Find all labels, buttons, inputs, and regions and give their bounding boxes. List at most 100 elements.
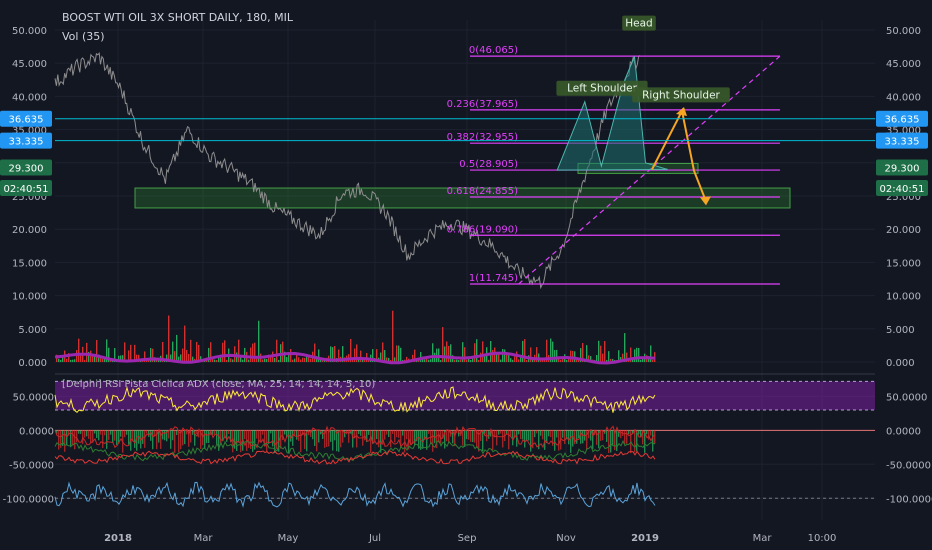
- oscillator-histogram-bar: [254, 430, 256, 450]
- volume-bar: [352, 358, 354, 363]
- volume-bar: [498, 352, 500, 363]
- price-badges[interactable]: 36.635 36.635 33.335 33.335 29.300 29.300 02:4…: [0, 110, 928, 197]
- volume-bar: [474, 343, 476, 363]
- price-badge-left[interactable]: 02:40:51: [0, 180, 52, 197]
- volume-bar: [70, 359, 72, 363]
- oscillator-histogram-bar: [614, 430, 616, 451]
- volume-bar: [612, 358, 614, 363]
- head-and-shoulders-pattern: Head Left Shoulder Right Shoulder: [556, 15, 730, 206]
- volume-bar: [382, 342, 384, 363]
- volume-bar: [532, 358, 534, 363]
- oscillator-histogram-bar: [64, 430, 66, 452]
- oscillator-histogram-bar: [570, 430, 572, 453]
- volume-bar: [464, 347, 466, 363]
- oscillator-histogram-bar: [628, 430, 630, 435]
- volume-bar: [468, 356, 470, 363]
- price-badge-right[interactable]: 33.335: [876, 132, 928, 149]
- volume-bar: [96, 339, 98, 363]
- oscillator-histogram-bar: [554, 430, 556, 451]
- oscillator-histogram-bar: [546, 430, 548, 444]
- oscillator-histogram-bar: [538, 430, 540, 450]
- oscillator-red-line: [54, 425, 656, 449]
- oscillator-histogram-bar: [294, 430, 296, 435]
- oscillator-histogram-bar: [616, 430, 618, 452]
- oscillator-histogram-bar: [536, 430, 538, 434]
- price-tick-right: 10.000: [886, 292, 921, 303]
- price-badge-left-bg: [0, 110, 52, 127]
- volume-bar: [488, 359, 490, 363]
- price-badge-left[interactable]: 33.335: [0, 132, 52, 149]
- volume-bar: [210, 342, 212, 363]
- oscillator-histogram-bar: [174, 430, 176, 453]
- oscillator-histogram-bar: [412, 430, 414, 445]
- volume-bar: [224, 340, 226, 363]
- volume-bar: [100, 355, 102, 363]
- price-tick-right: 50.000: [886, 26, 921, 37]
- oscillator-histogram-bar: [216, 430, 218, 444]
- price-badge-right[interactable]: 36.635: [876, 110, 928, 127]
- oscillator-tick-left: 0.0000: [19, 426, 54, 437]
- pattern-label-bg: [556, 80, 648, 96]
- volume-bar: [454, 359, 456, 363]
- volume-bar: [400, 347, 402, 363]
- volume-bar: [512, 359, 514, 363]
- oscillator-histogram-bar: [344, 430, 346, 438]
- volume-bar: [582, 343, 584, 363]
- price-badge-right[interactable]: 29.300: [876, 159, 928, 176]
- price-badge-left[interactable]: 29.300: [0, 159, 52, 176]
- price-tick-left: 10.000: [12, 292, 47, 303]
- oscillator-histogram-bar: [274, 430, 276, 454]
- oscillator-histogram-bar: [288, 430, 290, 454]
- oscillator-histogram-bar: [552, 430, 554, 446]
- volume-bar: [364, 360, 366, 363]
- volume-bar: [92, 355, 94, 363]
- volume-bar: [310, 358, 312, 363]
- oscillator-histogram-bar: [610, 430, 612, 453]
- volume-bar: [380, 352, 382, 363]
- price-badge-right[interactable]: 02:40:51: [876, 180, 928, 197]
- oscillator-histogram-bar: [102, 430, 104, 448]
- volume-bar: [608, 351, 610, 363]
- rsi-line: [54, 385, 656, 413]
- volume-bar: [104, 358, 106, 363]
- volume-bar: [306, 354, 308, 363]
- oscillator-histogram-bar: [256, 430, 258, 439]
- oscillator-histogram-bar: [626, 430, 628, 444]
- volume-bar: [590, 356, 592, 363]
- volume-bar: [108, 347, 110, 363]
- price-tick-left: 20.000: [12, 225, 47, 236]
- oscillator-histogram-bar: [334, 430, 336, 441]
- volume-bar: [536, 347, 538, 363]
- volume-bar: [398, 345, 400, 363]
- volume-bar: [476, 339, 478, 363]
- volume-bar: [596, 355, 598, 363]
- volume-bar: [234, 346, 236, 363]
- oscillator-histogram-bar: [586, 430, 588, 450]
- volume-bar: [68, 353, 70, 363]
- oscillator-histogram-bar: [484, 430, 486, 435]
- volume-bar: [432, 343, 434, 363]
- oscillator-histogram-bar: [468, 430, 470, 440]
- oscillator-histogram-bar: [184, 430, 186, 445]
- volume-bar: [414, 349, 416, 363]
- oscillator-histogram-bar: [106, 430, 108, 449]
- oscillator-histogram-bar: [518, 430, 520, 435]
- oscillator-histogram-bar: [646, 430, 648, 435]
- oscillator-histogram-bar: [466, 430, 468, 440]
- volume-bar: [304, 357, 306, 363]
- volume-bar: [72, 359, 74, 363]
- oscillator-histogram-bar: [650, 430, 652, 436]
- volume-bar: [500, 359, 502, 363]
- volume-bar: [218, 357, 220, 363]
- oscillator-histogram-bar: [116, 430, 118, 445]
- volume-bar: [610, 358, 612, 363]
- price-badge-left[interactable]: 36.635: [0, 110, 52, 127]
- price-tick-right: 35.000: [886, 126, 921, 137]
- volume-bar: [86, 342, 88, 363]
- oscillator-histogram-bar: [162, 430, 164, 440]
- volume-bar: [458, 360, 460, 363]
- volume-bar: [122, 355, 124, 363]
- price-badge-right-label: 33.335: [885, 137, 920, 148]
